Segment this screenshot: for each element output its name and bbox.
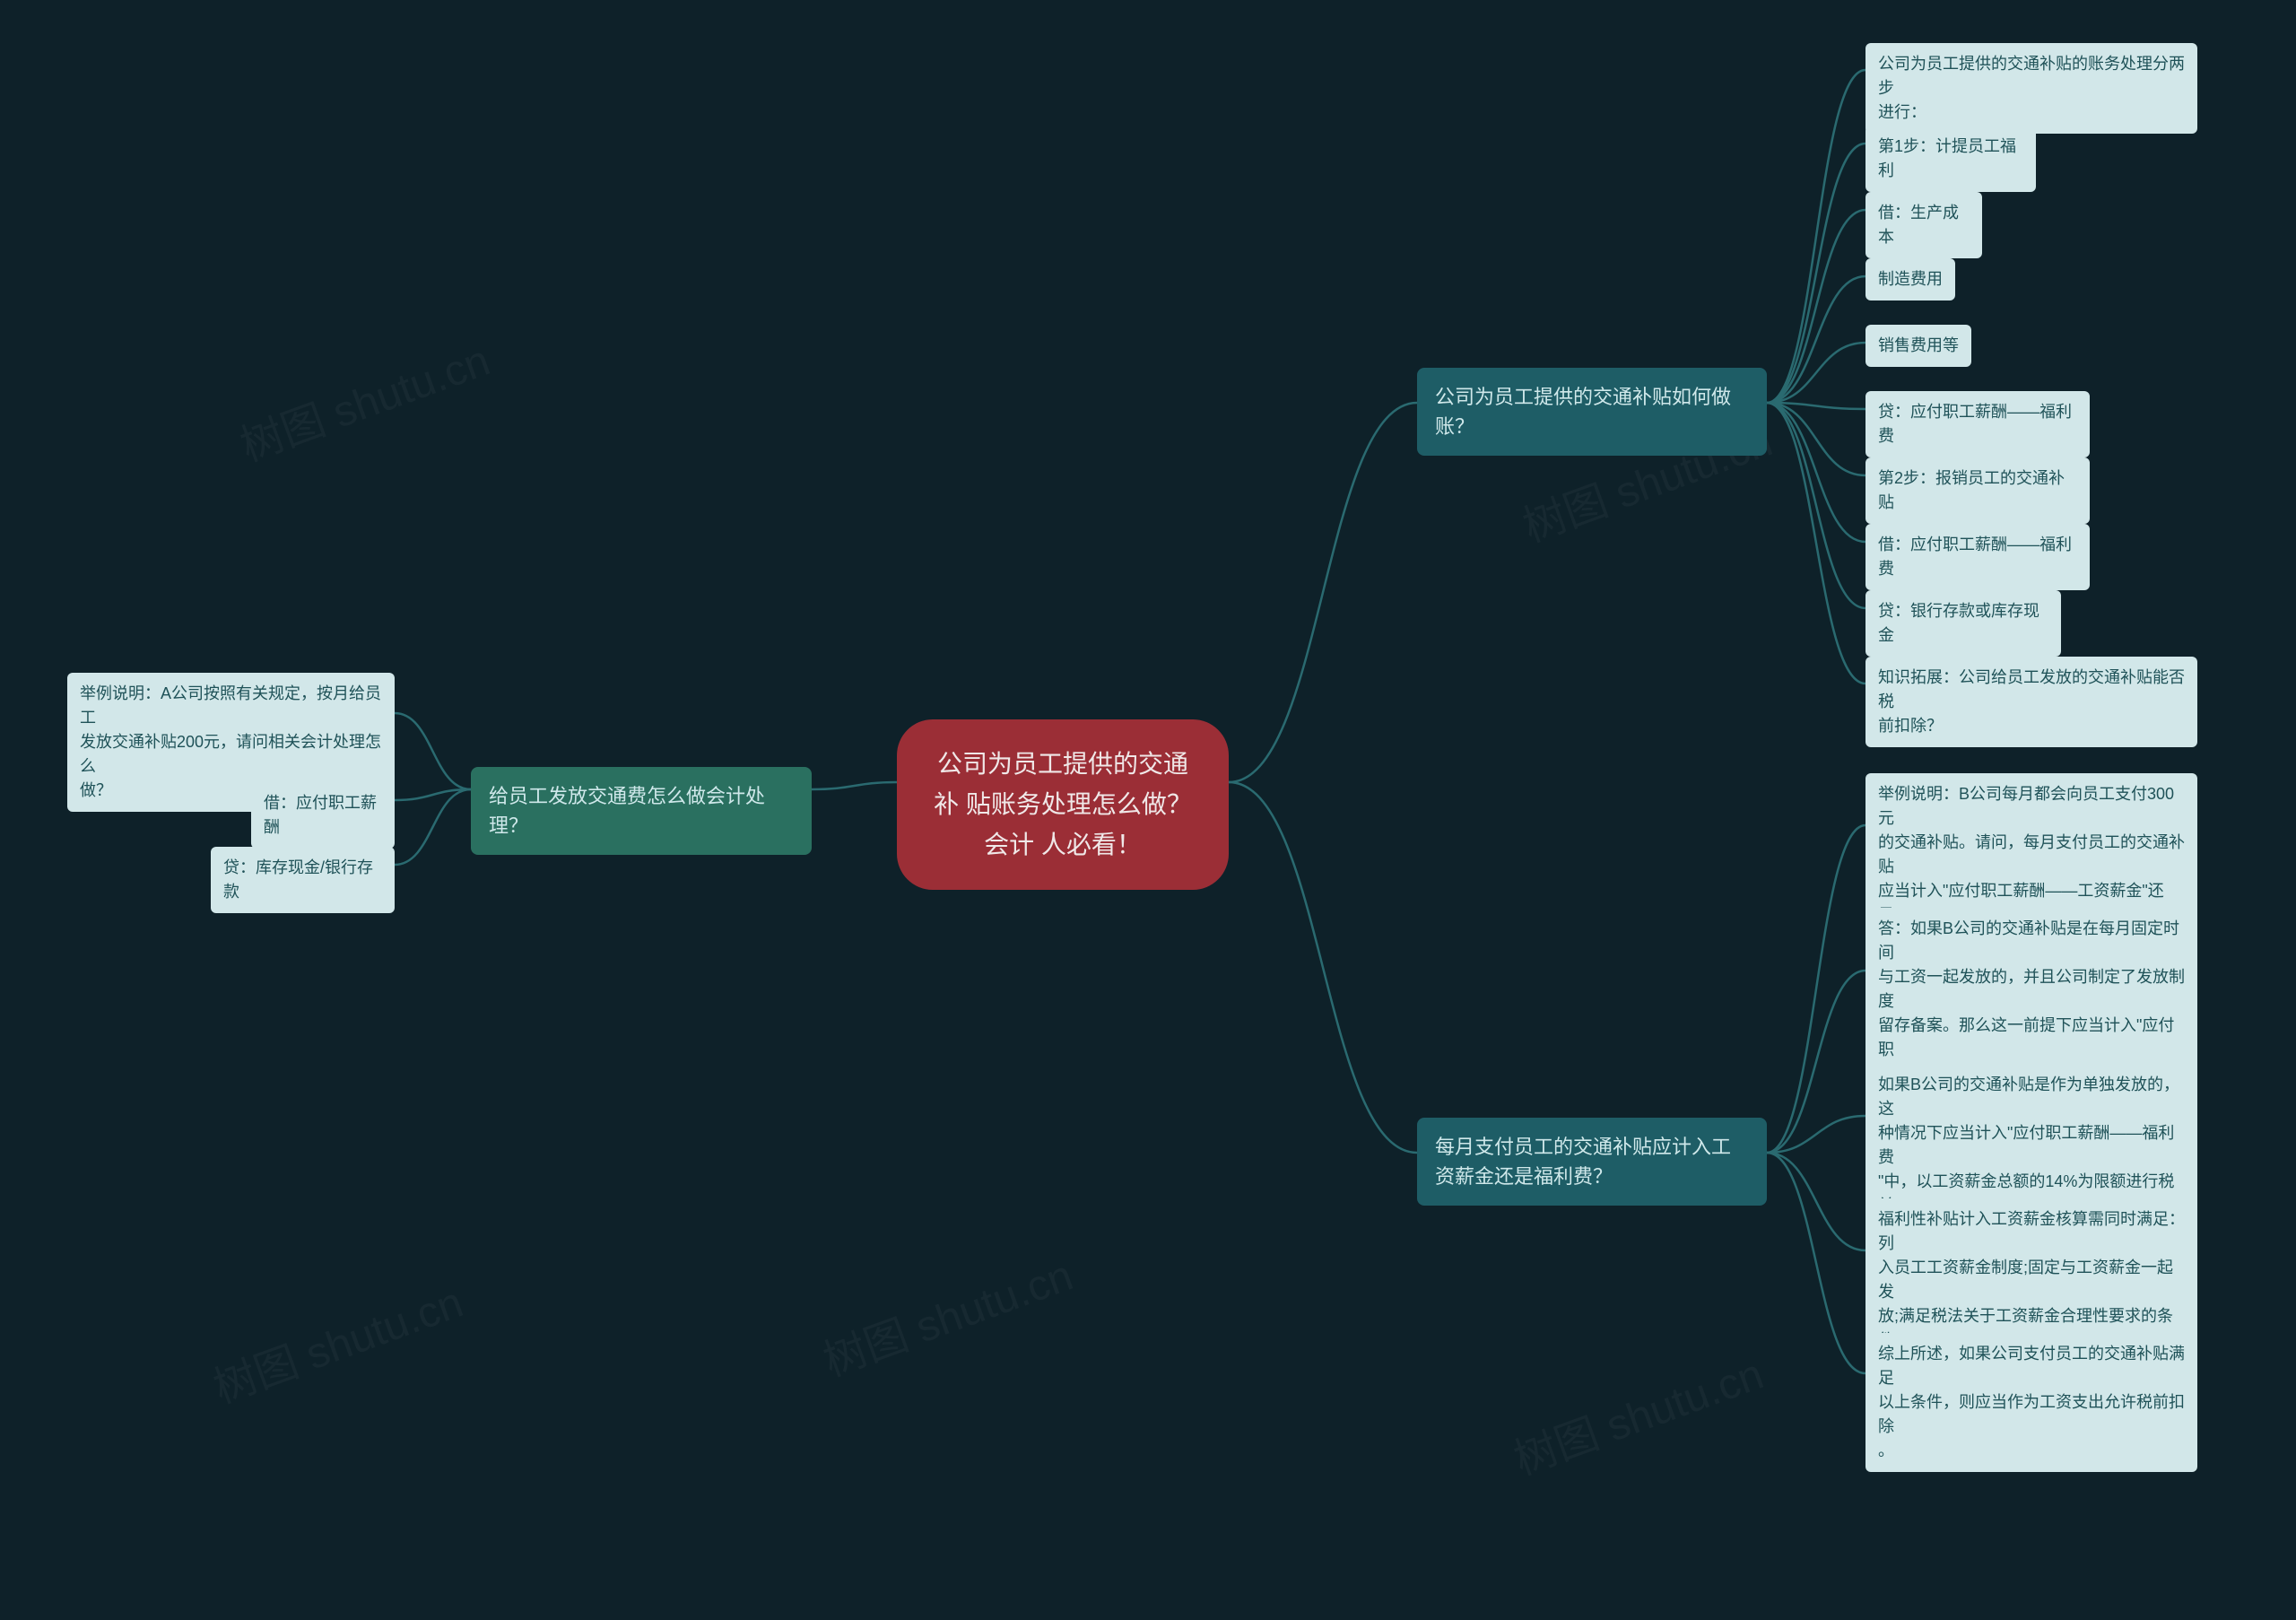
branch-node[interactable]: 每月支付员工的交通补贴应计入工 资薪金还是福利费？ xyxy=(1417,1118,1767,1206)
leaf-node[interactable]: 贷：应付职工薪酬——福利费 xyxy=(1866,391,2090,457)
watermark: 树图 shutu.cn xyxy=(204,1267,470,1415)
leaf-node[interactable]: 销售费用等 xyxy=(1866,325,1971,367)
leaf-node[interactable]: 综上所述，如果公司支付员工的交通补贴满足 以上条件，则应当作为工资支出允许税前扣… xyxy=(1866,1333,2197,1472)
watermark: 树图 shutu.cn xyxy=(1504,1338,1770,1486)
leaf-node[interactable]: 贷：银行存款或库存现金 xyxy=(1866,590,2061,657)
watermark: 树图 shutu.cn xyxy=(813,1240,1080,1388)
branch-node[interactable]: 给员工发放交通费怎么做会计处理？ xyxy=(471,767,812,855)
leaf-node[interactable]: 制造费用 xyxy=(1866,258,1955,300)
branch-node[interactable]: 公司为员工提供的交通补贴如何做 账？ xyxy=(1417,368,1767,456)
leaf-node[interactable]: 第1步：计提员工福利 xyxy=(1866,126,2036,192)
leaf-node[interactable]: 借：生产成本 xyxy=(1866,192,1982,258)
leaf-node[interactable]: 借：应付职工薪酬——福利费 xyxy=(1866,524,2090,590)
leaf-node[interactable]: 第2步：报销员工的交通补贴 xyxy=(1866,457,2090,524)
leaf-node[interactable]: 知识拓展：公司给员工发放的交通补贴能否税 前扣除？ xyxy=(1866,657,2197,747)
leaf-node[interactable]: 公司为员工提供的交通补贴的账务处理分两步 进行： xyxy=(1866,43,2197,134)
leaf-node[interactable]: 贷：库存现金/银行存款 xyxy=(211,847,395,913)
watermark: 树图 shutu.cn xyxy=(230,325,497,473)
leaf-node[interactable]: 借：应付职工薪酬 xyxy=(251,782,395,849)
center-node[interactable]: 公司为员工提供的交通补 贴账务处理怎么做？会计 人必看！ xyxy=(897,719,1229,890)
